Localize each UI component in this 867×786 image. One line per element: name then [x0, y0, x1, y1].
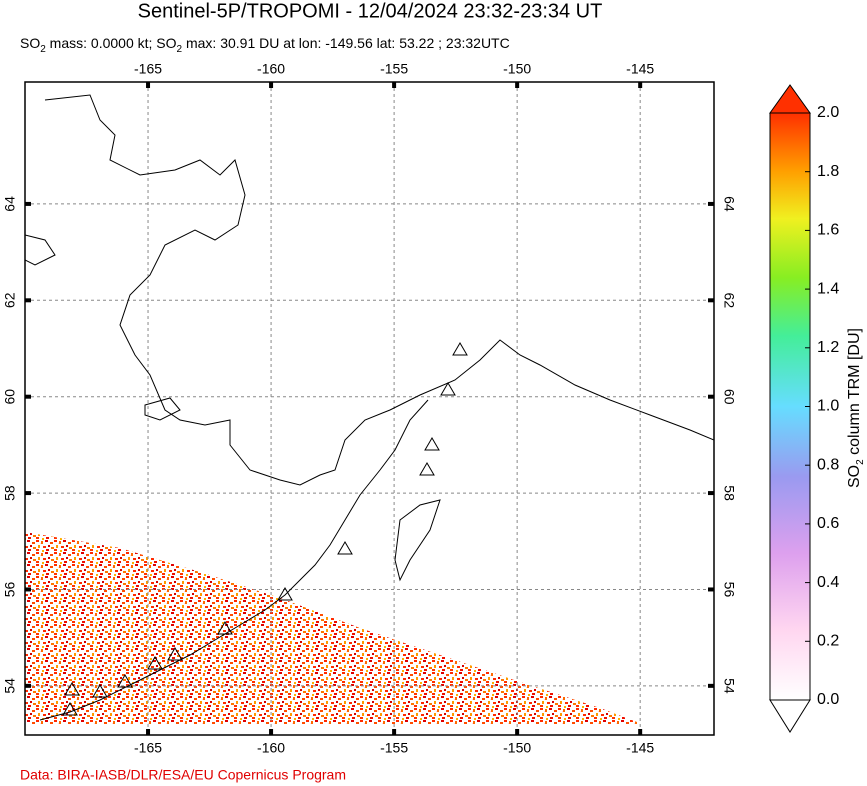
grid	[25, 82, 714, 735]
coastline	[39, 399, 429, 721]
volcano-markers	[62, 342, 468, 716]
text-part: SO	[846, 465, 863, 488]
x-tick-label: -165	[134, 740, 162, 756]
x-tick-label: -165	[134, 61, 162, 77]
colorbar-tick-label: 1.0	[817, 398, 839, 415]
colorbar-over	[769, 84, 811, 114]
island	[144, 397, 181, 421]
x-tick-label: -150	[503, 740, 531, 756]
colorbar-under	[769, 699, 811, 733]
x-tick-label: -155	[380, 61, 408, 77]
colorbar-tick-label: 0.8	[817, 456, 839, 473]
colorbar-tick-label: 0.0	[817, 691, 839, 708]
subtitle: SO2 mass: 0.0000 kt; SO2 max: 30.91 DU a…	[20, 35, 510, 55]
x-tick-label: -145	[626, 61, 654, 77]
subscript: 2	[177, 44, 183, 55]
y-tick-label: 58	[2, 485, 18, 501]
so2-swath	[25, 532, 645, 725]
colorbar-tick-label: 2.0	[817, 104, 839, 121]
subscript: 2	[855, 459, 866, 465]
y-tick-label: 56	[721, 582, 737, 598]
y-tick-label: 60	[721, 389, 737, 405]
footer: Data: BIRA-IASB/DLR/ESA/EU Copernicus Pr…	[20, 767, 346, 783]
y-tick-label: 60	[2, 389, 18, 405]
island	[25, 234, 56, 266]
map-frame	[24, 81, 715, 736]
colorbar-tick-label: 0.4	[817, 574, 839, 591]
coastline	[44, 94, 714, 486]
subscript: 2	[40, 44, 46, 55]
colorbar-tick-label: 0.2	[817, 633, 839, 650]
x-tick-label: -160	[257, 740, 285, 756]
colorbar-tick-label: 1.8	[817, 163, 839, 180]
colorbar-tick-label: 1.2	[817, 339, 839, 356]
axes: -165 -165 -160 -160 -155 -155 -150 -150 -145 -145…	[2, 61, 738, 756]
y-tick-label: 56	[2, 581, 18, 597]
colorbar: 0.0 0.2 0.4 0.6 0.8 1.0 1.2 1.4 1.6 1.8 2.0 SO2 co…	[769, 84, 866, 733]
colorbar-label: SO2 column TRM [DU]	[846, 328, 866, 488]
y-tick-label: 54	[2, 678, 18, 694]
island	[394, 499, 441, 582]
x-tick-label: -145	[626, 740, 654, 756]
colorbar-bar	[769, 112, 811, 701]
text-part: SO	[20, 35, 40, 51]
x-tick-label: -160	[257, 61, 285, 77]
y-tick-label: 62	[2, 292, 18, 308]
text-part: mass: 0.0000 kt; SO	[46, 35, 177, 51]
colorbar-tick-label: 1.6	[817, 222, 839, 239]
x-tick-label: -155	[380, 740, 408, 756]
y-tick-label: 54	[721, 678, 737, 694]
text-part: column TRM [DU]	[846, 328, 863, 459]
colorbar-tick-label: 1.4	[817, 280, 839, 297]
colorbar-ticks: 0.0 0.2 0.4 0.6 0.8 1.0 1.2 1.4 1.6 1.8 2.0	[805, 104, 839, 708]
title: Sentinel-5P/TROPOMI - 12/04/2024 23:32-2…	[138, 0, 603, 22]
map-body	[25, 82, 714, 735]
y-tick-label: 62	[721, 293, 737, 309]
colorbar-tick-label: 0.6	[817, 515, 839, 532]
y-tick-label: 64	[721, 196, 737, 212]
y-tick-label: 58	[721, 485, 737, 501]
x-tick-label: -150	[503, 61, 531, 77]
y-tick-label: 64	[2, 196, 18, 212]
text-part: max: 30.91 DU at lon: -149.56 lat: 53.22…	[182, 35, 510, 51]
